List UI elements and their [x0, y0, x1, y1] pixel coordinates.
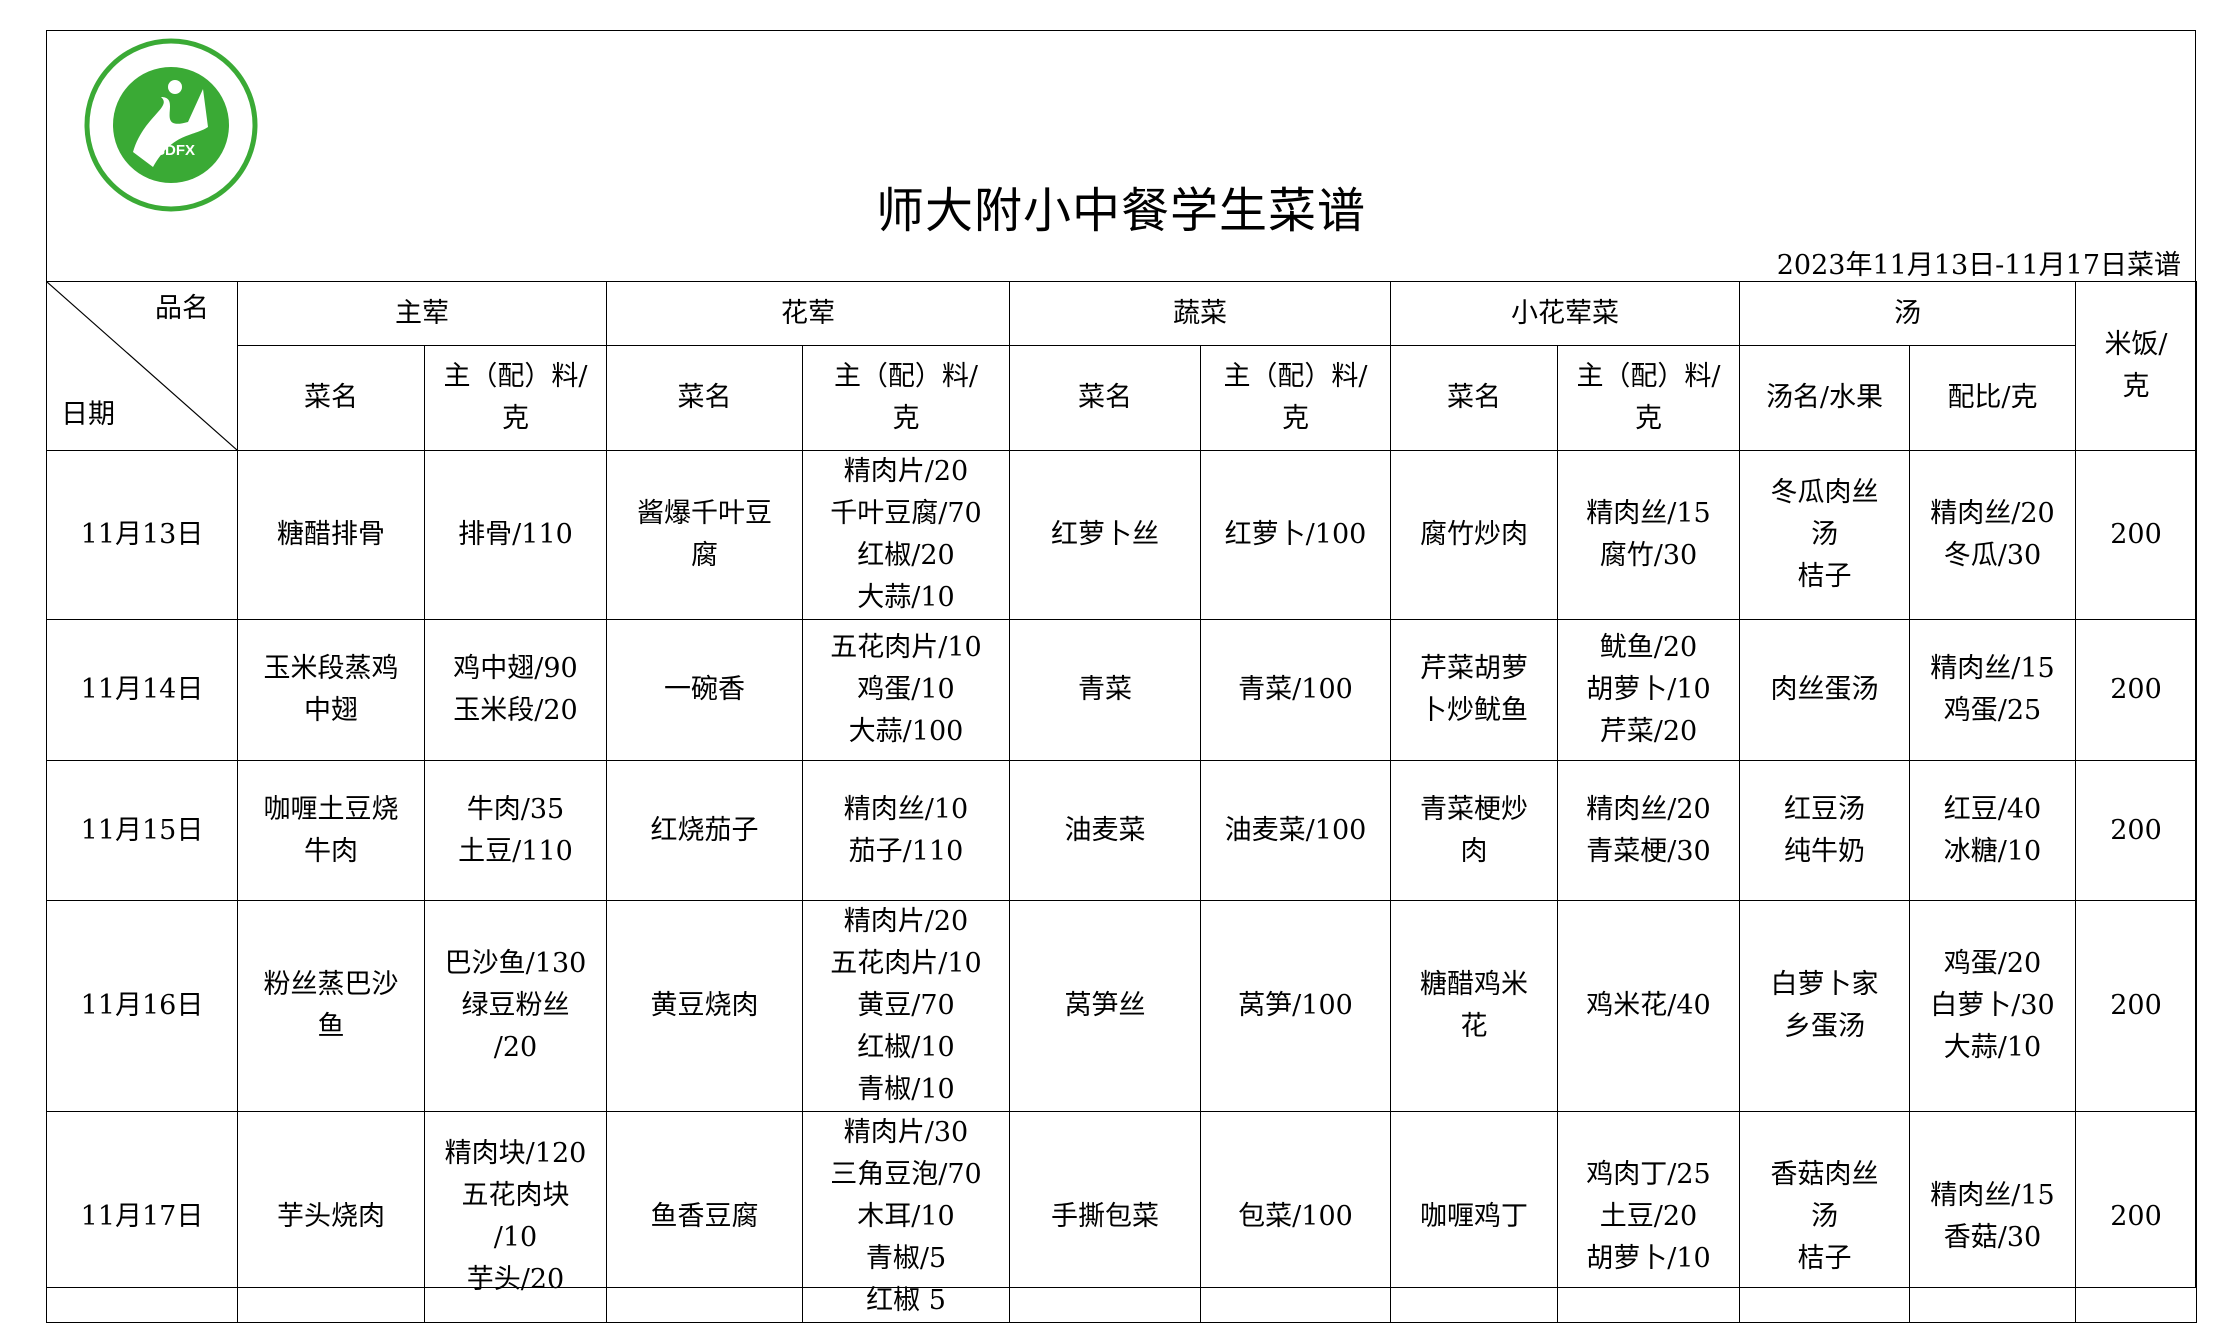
table-row: 11月13日 糖醋排骨 排骨/110 酱爆千叶豆 腐精肉片/20 千叶豆腐/70 红椒… [46, 450, 2197, 620]
rice-cell: 200 [2075, 619, 2197, 761]
dish-name-cell: 芋头烧肉 [237, 1111, 425, 1323]
dish-name-cell: 红烧茄子 [606, 760, 803, 901]
ingredient-cell: 巴沙鱼/130 绿豆粉丝 /20 [424, 900, 607, 1112]
group-header: 主荤 [237, 280, 607, 347]
ingredient-cell: 红萝卜/100 [1200, 450, 1391, 620]
svg-text:SDFX: SDFX [155, 142, 195, 159]
ingredient-cell: 红豆/40 冰糖/10 [1909, 760, 2076, 901]
table-row: 11月14日 玉米段蒸鸡 中翅 鸡中翅/90 玉米段/20 一碗香 五花肉片/10 鸡蛋… [46, 619, 2197, 761]
ingredient-cell: 精肉丝/15 腐竹/30 [1557, 450, 1740, 620]
ingredient-cell: 精肉片/30 三角豆泡/70 木耳/10 青椒/5 红椒 5 [802, 1111, 1010, 1323]
header-row-sub: 菜名 主（配）料/ 克菜名 主（配）料/ 克菜名 主（配）料/ 克菜名 主（配）料/ 克… [47, 345, 2197, 451]
menu-table: 品名 日期 主荤 花荤 蔬菜 小花荤菜 汤 米饭/ 克 菜名 主（配）料/ 克菜名… [46, 280, 2197, 1323]
table-row: 11月15日 咖喱土豆烧 牛肉 牛肉/35 土豆/110 红烧茄子 精肉丝/10 茄子/… [46, 760, 2197, 901]
ingredient-cell: 精肉片/20 千叶豆腐/70 红椒/20 大蒜/10 [802, 450, 1010, 620]
rice-cell: 200 [2075, 760, 2197, 901]
diagonal-line [47, 282, 237, 450]
dish-name-cell: 油麦菜 [1009, 760, 1201, 901]
dish-name-cell: 冬瓜肉丝 汤 桔子 [1739, 450, 1910, 620]
corner-label-item: 品名 [155, 293, 209, 324]
dish-name-cell: 青菜梗炒 肉 [1390, 760, 1558, 901]
corner-cell: 品名 日期 [46, 281, 238, 451]
ingredient-cell: 精肉片/20 五花肉片/10 黄豆/70 红椒/10 青椒/10 [802, 900, 1010, 1112]
group-header: 花荤 [606, 280, 1010, 347]
dish-name-cell: 黄豆烧肉 [606, 900, 803, 1112]
dish-name-cell: 玉米段蒸鸡 中翅 [237, 619, 425, 761]
column-header: 菜名 [1390, 345, 1558, 451]
dish-name-cell: 莴笋丝 [1009, 900, 1201, 1112]
school-logo: SDFX [84, 38, 258, 212]
dish-name-cell: 青菜 [1009, 619, 1201, 761]
dish-name-cell: 一碗香 [606, 619, 803, 761]
ingredient-cell: 精肉丝/20 青菜梗/30 [1557, 760, 1740, 901]
ingredient-cell: 鱿鱼/20 胡萝卜/10 芹菜/20 [1557, 619, 1740, 761]
dish-name-cell: 酱爆千叶豆 腐 [606, 450, 803, 620]
ingredient-cell: 精肉丝/10 茄子/110 [802, 760, 1010, 901]
dish-name-cell: 红萝卜丝 [1009, 450, 1201, 620]
rice-cell: 200 [2075, 450, 2197, 620]
ingredient-cell: 排骨/110 [424, 450, 607, 620]
rice-cell: 200 [2075, 900, 2197, 1112]
ingredient-cell: 精肉块/120 五花肉块 /10 芋头/20 [424, 1111, 607, 1323]
group-header: 小花荤菜 [1390, 280, 1740, 347]
column-header: 配比/克 [1909, 345, 2076, 451]
dish-name-cell: 腐竹炒肉 [1390, 450, 1558, 620]
date-cell: 11月17日 [46, 1111, 238, 1323]
column-header: 菜名 [237, 345, 425, 451]
dish-name-cell: 粉丝蒸巴沙 鱼 [237, 900, 425, 1112]
date-cell: 11月15日 [46, 760, 238, 901]
dish-name-cell: 手撕包菜 [1009, 1111, 1201, 1323]
corner-label-date: 日期 [61, 399, 115, 430]
date-cell: 11月14日 [46, 619, 238, 761]
ingredient-cell: 油麦菜/100 [1200, 760, 1391, 901]
group-header: 汤 [1739, 280, 2076, 347]
column-header: 菜名 [606, 345, 803, 451]
column-header: 主（配）料/ 克 [802, 345, 1010, 451]
group-header: 蔬菜 [1009, 280, 1391, 347]
dish-name-cell: 糖醋排骨 [237, 450, 425, 620]
ingredient-cell: 牛肉/35 土豆/110 [424, 760, 607, 901]
column-header: 主（配）料/ 克 [1557, 345, 1740, 451]
ingredient-cell: 精肉丝/20 冬瓜/30 [1909, 450, 2076, 620]
ingredient-cell: 莴笋/100 [1200, 900, 1391, 1112]
ingredient-cell: 五花肉片/10 鸡蛋/10 大蒜/100 [802, 619, 1010, 761]
column-header: 汤名/水果 [1739, 345, 1910, 451]
column-header: 菜名 [1009, 345, 1201, 451]
date-range: 2023年11月13日-11月17日菜谱 [1776, 250, 2181, 281]
ingredient-cell: 青菜/100 [1200, 619, 1391, 761]
column-header: 主（配）料/ 克 [1200, 345, 1391, 451]
ingredient-cell: 鸡米花/40 [1557, 900, 1740, 1112]
column-header: 主（配）料/ 克 [424, 345, 607, 451]
ingredient-cell: 精肉丝/15 香菇/30 [1909, 1111, 2076, 1323]
table-row: 11月16日 粉丝蒸巴沙 鱼巴沙鱼/130 绿豆粉丝 /20 黄豆烧肉 精肉片/20 … [46, 900, 2197, 1112]
dish-name-cell: 芹菜胡萝 卜炒鱿鱼 [1390, 619, 1558, 761]
dish-name-cell: 咖喱鸡丁 [1390, 1111, 1558, 1323]
ingredient-cell: 鸡肉丁/25 土豆/20 胡萝卜/10 [1557, 1111, 1740, 1323]
dish-name-cell: 白萝卜家 乡蛋汤 [1739, 900, 1910, 1112]
page-title: 师大附小中餐学生菜谱 [875, 183, 1366, 239]
dish-name-cell: 鱼香豆腐 [606, 1111, 803, 1323]
rice-cell: 200 [2075, 1111, 2197, 1323]
dish-name-cell: 咖喱土豆烧 牛肉 [237, 760, 425, 901]
ingredient-cell: 精肉丝/15 鸡蛋/25 [1909, 619, 2076, 761]
dish-name-cell: 红豆汤 纯牛奶 [1739, 760, 1910, 901]
date-cell: 11月16日 [46, 900, 238, 1112]
menu-sheet: SDFX 师大附小中餐学生菜谱 2023年11月13日-11月17日菜谱 品名 … [46, 30, 2197, 1323]
ingredient-cell: 鸡蛋/20 白萝卜/30 大蒜/10 [1909, 900, 2076, 1112]
table-row: 11月17日 芋头烧肉 精肉块/120 五花肉块 /10 芋头/20 鱼香豆腐 精肉片/… [46, 1111, 2197, 1323]
header-row-groups: 品名 日期 主荤 花荤 蔬菜 小花荤菜 汤 米饭/ 克 [46, 280, 2197, 451]
rice-header: 米饭/ 克 [2075, 281, 2197, 451]
dish-name-cell: 肉丝蛋汤 [1739, 619, 1910, 761]
dish-name-cell: 香菇肉丝 汤 桔子 [1739, 1111, 1910, 1323]
ingredient-cell: 鸡中翅/90 玉米段/20 [424, 619, 607, 761]
dish-name-cell: 糖醋鸡米 花 [1390, 900, 1558, 1112]
ingredient-cell: 包菜/100 [1200, 1111, 1391, 1323]
date-cell: 11月13日 [46, 450, 238, 620]
